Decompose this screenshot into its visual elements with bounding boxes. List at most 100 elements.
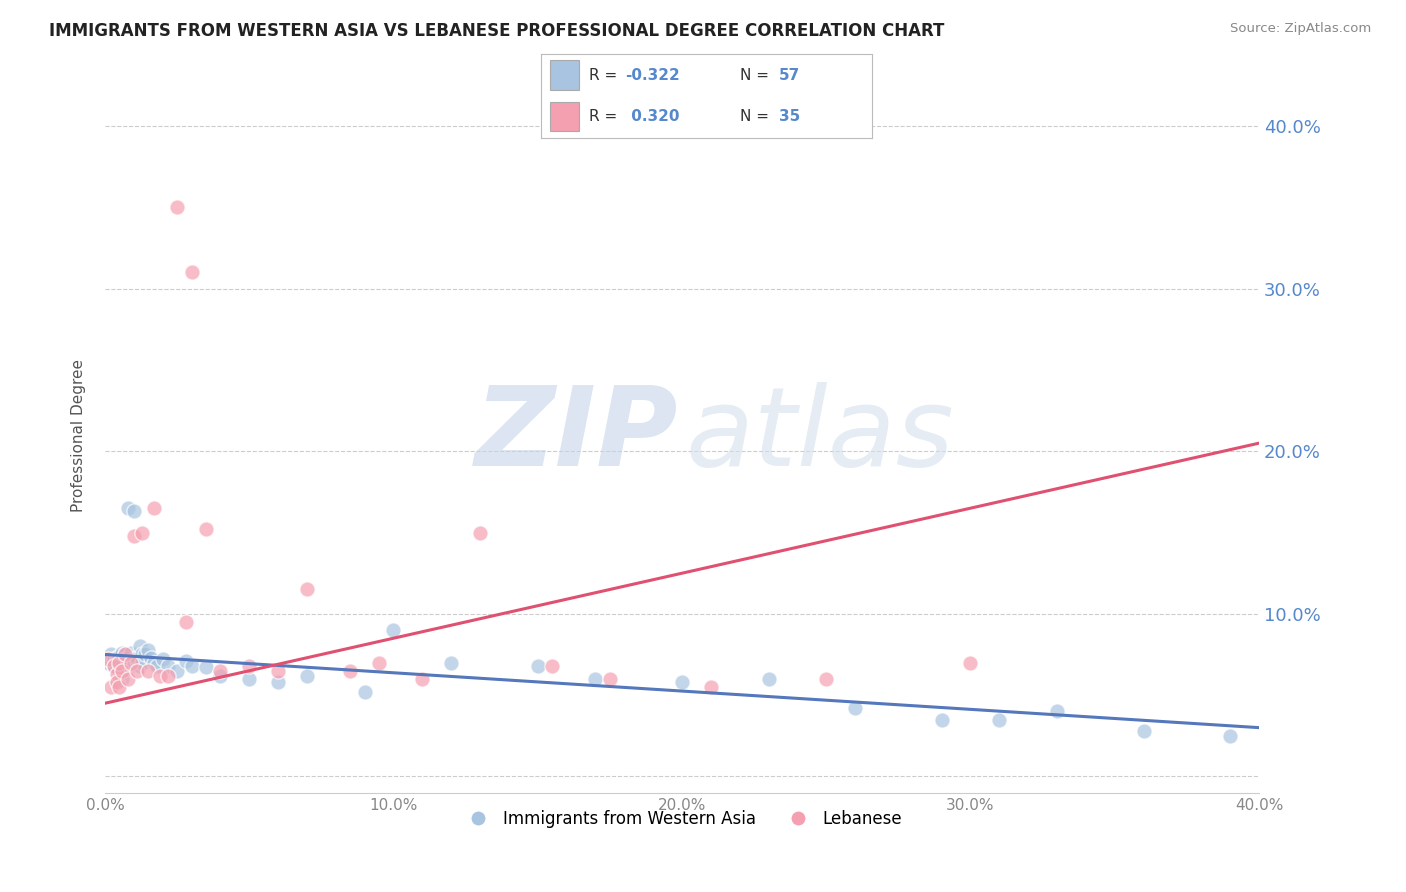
- Point: [146, 658, 169, 673]
- Point: [238, 672, 260, 686]
- Point: [105, 675, 128, 690]
- Point: [120, 658, 142, 673]
- Point: [368, 656, 391, 670]
- Point: [583, 672, 606, 686]
- Point: [136, 642, 159, 657]
- Point: [194, 522, 217, 536]
- Text: N =: N =: [740, 68, 773, 83]
- Point: [700, 680, 723, 694]
- Point: [125, 664, 148, 678]
- Point: [117, 650, 139, 665]
- Point: [141, 650, 163, 665]
- Point: [114, 648, 136, 662]
- Point: [295, 582, 318, 597]
- Point: [97, 652, 120, 666]
- Text: R =: R =: [589, 68, 623, 83]
- Point: [353, 685, 375, 699]
- Point: [174, 615, 197, 629]
- Point: [959, 656, 981, 670]
- Point: [105, 667, 128, 681]
- Point: [1132, 723, 1154, 738]
- Point: [108, 680, 131, 694]
- Point: [114, 648, 136, 662]
- Point: [131, 656, 153, 670]
- Point: [117, 672, 139, 686]
- Point: [1046, 705, 1069, 719]
- Point: [267, 675, 290, 690]
- Point: [128, 640, 150, 654]
- Bar: [550, 61, 579, 90]
- Point: [97, 656, 120, 670]
- Point: [128, 658, 150, 673]
- Point: [440, 656, 463, 670]
- Point: [122, 529, 145, 543]
- Point: [149, 668, 172, 682]
- Text: 0.320: 0.320: [626, 109, 679, 124]
- Point: [180, 265, 202, 279]
- Text: N =: N =: [740, 109, 773, 124]
- Point: [157, 658, 180, 673]
- Point: [111, 658, 134, 673]
- Point: [166, 201, 188, 215]
- Text: IMMIGRANTS FROM WESTERN ASIA VS LEBANESE PROFESSIONAL DEGREE CORRELATION CHART: IMMIGRANTS FROM WESTERN ASIA VS LEBANESE…: [49, 22, 945, 40]
- Point: [136, 664, 159, 678]
- Point: [758, 672, 780, 686]
- Text: -0.322: -0.322: [626, 68, 681, 83]
- Point: [1219, 729, 1241, 743]
- Text: Source: ZipAtlas.com: Source: ZipAtlas.com: [1230, 22, 1371, 36]
- Point: [411, 672, 433, 686]
- Point: [108, 649, 131, 664]
- Point: [166, 664, 188, 678]
- Point: [267, 664, 290, 678]
- Point: [125, 650, 148, 665]
- Point: [111, 664, 134, 678]
- Point: [108, 656, 131, 670]
- Point: [671, 675, 693, 690]
- Point: [599, 672, 621, 686]
- Point: [174, 654, 197, 668]
- Point: [180, 658, 202, 673]
- Point: [131, 525, 153, 540]
- Point: [988, 713, 1011, 727]
- Point: [209, 668, 232, 682]
- Legend: Immigrants from Western Asia, Lebanese: Immigrants from Western Asia, Lebanese: [454, 803, 910, 834]
- Text: atlas: atlas: [686, 382, 955, 489]
- Point: [117, 656, 139, 670]
- Point: [103, 658, 125, 673]
- Point: [120, 656, 142, 670]
- Point: [541, 658, 564, 673]
- Point: [143, 656, 166, 670]
- Point: [122, 652, 145, 666]
- Point: [844, 701, 866, 715]
- Point: [114, 662, 136, 676]
- Y-axis label: Professional Degree: Professional Degree: [72, 359, 86, 511]
- Point: [117, 501, 139, 516]
- Point: [526, 658, 548, 673]
- Point: [103, 652, 125, 666]
- Point: [238, 658, 260, 673]
- Text: 35: 35: [779, 109, 800, 124]
- Point: [157, 668, 180, 682]
- Point: [120, 646, 142, 660]
- Point: [122, 657, 145, 672]
- Point: [100, 648, 122, 662]
- Point: [152, 652, 174, 666]
- Text: ZIP: ZIP: [475, 382, 679, 489]
- Point: [931, 713, 953, 727]
- Point: [105, 654, 128, 668]
- Point: [143, 501, 166, 516]
- Point: [125, 654, 148, 668]
- Point: [103, 658, 125, 673]
- Text: R =: R =: [589, 109, 623, 124]
- Point: [105, 650, 128, 665]
- Point: [815, 672, 838, 686]
- Point: [209, 664, 232, 678]
- Point: [339, 664, 361, 678]
- Point: [134, 648, 156, 662]
- Point: [468, 525, 491, 540]
- Point: [100, 680, 122, 694]
- Point: [111, 646, 134, 660]
- Point: [295, 668, 318, 682]
- Point: [114, 652, 136, 666]
- Point: [194, 660, 217, 674]
